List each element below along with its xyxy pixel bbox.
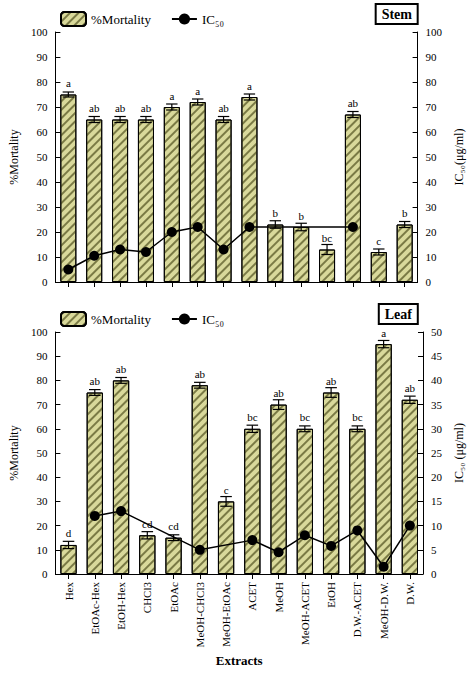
svg-text:ab: ab	[141, 102, 152, 114]
svg-text:10: 10	[431, 520, 443, 532]
svg-text:80: 80	[426, 76, 438, 88]
svg-text:MeOH: MeOH	[273, 582, 285, 613]
svg-text:ab: ab	[195, 368, 206, 380]
svg-text:ab: ab	[116, 363, 127, 375]
svg-text:50: 50	[36, 447, 48, 459]
svg-text:b: b	[402, 207, 408, 219]
svg-text:100: 100	[426, 26, 443, 38]
svg-text:30: 30	[431, 423, 443, 435]
svg-text:5: 5	[431, 544, 437, 556]
svg-text:40: 40	[36, 176, 48, 188]
svg-text:30: 30	[426, 201, 438, 213]
svg-text:80: 80	[36, 76, 48, 88]
svg-text:70: 70	[426, 101, 438, 113]
svg-text:IC₅₀(μg/ml): IC₅₀(μg/ml)	[452, 129, 466, 186]
svg-text:IC₅₀ (μg/ml): IC₅₀ (μg/ml)	[452, 423, 466, 483]
svg-text:40: 40	[426, 176, 438, 188]
svg-text:10: 10	[426, 251, 438, 263]
svg-text:EtOH-Hex: EtOH-Hex	[115, 582, 127, 630]
svg-text:40: 40	[431, 374, 443, 386]
svg-text:90: 90	[36, 350, 48, 362]
svg-text:35: 35	[431, 399, 443, 411]
svg-text:c: c	[224, 484, 229, 496]
svg-text:IC₅₀: IC₅₀	[202, 12, 224, 27]
svg-text:%Mortality: %Mortality	[91, 312, 151, 327]
svg-text:20: 20	[36, 226, 48, 238]
svg-text:ab: ab	[326, 375, 337, 387]
svg-text:10: 10	[36, 544, 48, 556]
svg-text:bc: bc	[247, 411, 258, 423]
svg-text:30: 30	[36, 495, 48, 507]
svg-text:20: 20	[431, 471, 443, 483]
svg-text:cd: cd	[142, 517, 153, 530]
svg-text:D.W.-ACET: D.W.-ACET	[351, 582, 363, 637]
svg-text:50: 50	[426, 151, 438, 163]
svg-text:ab: ab	[405, 382, 416, 394]
svg-text:60: 60	[36, 126, 48, 138]
svg-text:cd: cd	[168, 520, 179, 532]
svg-text:D.W.: D.W.	[404, 582, 416, 605]
svg-text:EtOH: EtOH	[325, 582, 337, 608]
svg-text:EtOAc-Hex: EtOAc-Hex	[89, 582, 101, 635]
svg-text:Hex: Hex	[63, 582, 75, 601]
svg-text:%Mortality: %Mortality	[7, 129, 21, 184]
svg-text:bc: bc	[300, 411, 311, 423]
svg-text:70: 70	[36, 399, 48, 411]
svg-text:CHCl3: CHCl3	[141, 582, 153, 614]
svg-text:15: 15	[431, 495, 443, 507]
svg-text:EtOAc: EtOAc	[168, 582, 180, 613]
svg-text:20: 20	[426, 226, 438, 238]
svg-text:a: a	[381, 327, 386, 339]
svg-text:90: 90	[36, 51, 48, 63]
svg-text:ab: ab	[348, 97, 359, 109]
svg-text:20: 20	[36, 520, 48, 532]
svg-text:MeOH-D.W.: MeOH-D.W.	[378, 582, 390, 639]
svg-text:Extracts: Extracts	[216, 653, 263, 668]
svg-text:25: 25	[431, 447, 443, 459]
svg-text:c: c	[376, 235, 381, 247]
svg-text:a: a	[66, 77, 71, 89]
svg-text:0: 0	[426, 276, 432, 288]
svg-text:%Mortality: %Mortality	[7, 425, 21, 480]
svg-text:90: 90	[426, 51, 438, 63]
svg-text:0: 0	[42, 568, 48, 580]
svg-text:%Mortality: %Mortality	[91, 12, 151, 27]
svg-text:ab: ab	[115, 102, 126, 114]
svg-text:0: 0	[42, 276, 48, 288]
svg-text:d: d	[66, 527, 72, 539]
svg-text:ab: ab	[90, 375, 101, 387]
svg-text:a: a	[247, 80, 252, 92]
svg-text:a: a	[169, 90, 174, 102]
svg-text:Leaf: Leaf	[385, 307, 413, 322]
svg-text:45: 45	[431, 350, 443, 362]
svg-text:ACET: ACET	[246, 582, 258, 611]
svg-text:MeOH-ACET: MeOH-ACET	[299, 582, 311, 645]
svg-text:ab: ab	[218, 102, 229, 114]
svg-text:70: 70	[36, 101, 48, 113]
svg-text:100: 100	[31, 26, 48, 38]
svg-text:0: 0	[431, 568, 437, 580]
svg-text:50: 50	[36, 151, 48, 163]
svg-text:Stem: Stem	[382, 7, 413, 22]
svg-text:10: 10	[36, 251, 48, 263]
svg-text:50: 50	[431, 326, 443, 338]
svg-text:IC₅₀: IC₅₀	[202, 312, 224, 327]
svg-text:100: 100	[31, 326, 48, 338]
svg-text:ab: ab	[273, 387, 284, 399]
svg-text:bc: bc	[322, 232, 333, 244]
svg-text:bc: bc	[352, 411, 363, 423]
svg-text:MeOH-EtOAc: MeOH-EtOAc	[220, 582, 232, 647]
svg-text:30: 30	[36, 201, 48, 213]
svg-text:b: b	[273, 207, 279, 219]
svg-text:60: 60	[36, 423, 48, 435]
svg-text:ab: ab	[89, 102, 100, 114]
svg-text:MeOH-CHCl3: MeOH-CHCl3	[194, 582, 206, 648]
svg-text:b: b	[298, 210, 304, 222]
svg-text:60: 60	[426, 126, 438, 138]
svg-text:a: a	[195, 85, 200, 97]
svg-text:80: 80	[36, 374, 48, 386]
svg-text:40: 40	[36, 471, 48, 483]
